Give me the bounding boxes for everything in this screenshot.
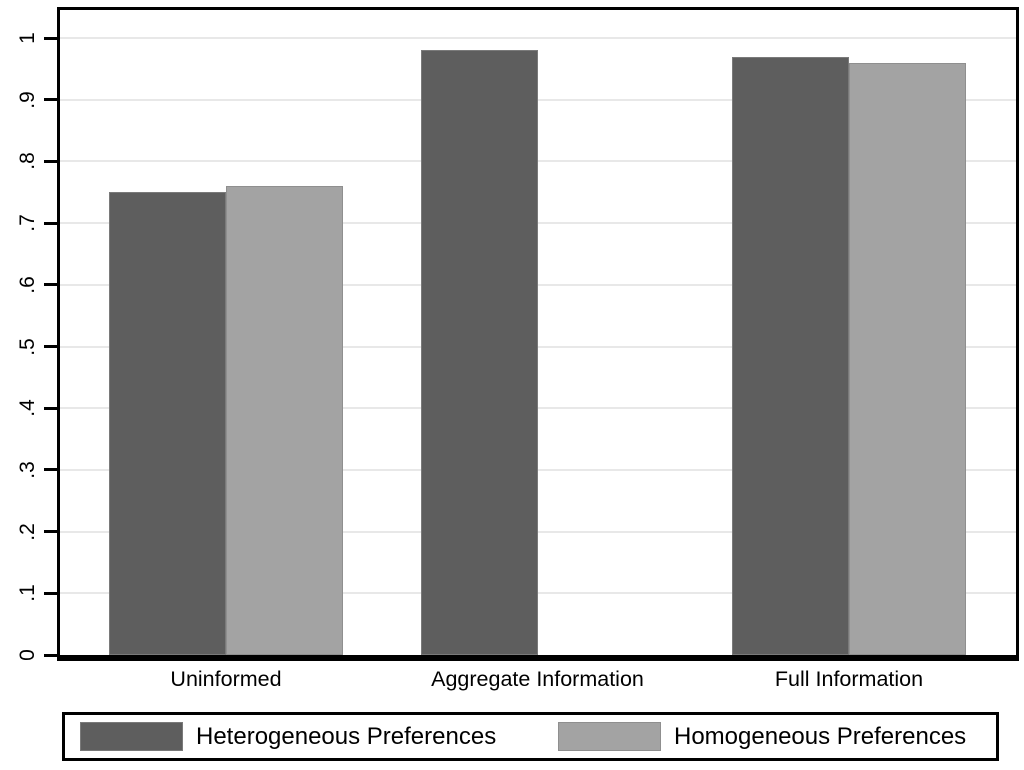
y-axis-tick-label: .6 xyxy=(15,276,39,294)
y-axis-tick xyxy=(44,36,58,40)
gridline xyxy=(60,468,1016,471)
y-axis-tick xyxy=(44,98,58,102)
y-axis-tick xyxy=(44,530,58,534)
bar-homogeneous-preferences-full-information xyxy=(849,63,966,655)
y-axis-tick-label: 0 xyxy=(15,649,39,661)
x-axis-category-label-full-information: Full Information xyxy=(774,667,924,691)
y-axis-tick xyxy=(44,345,58,348)
y-axis-tick xyxy=(44,653,58,657)
y-axis-tick-label: .2 xyxy=(15,522,39,541)
legend-label-heterogeneous-preferences: Heterogeneous Preferences xyxy=(196,722,497,750)
legend-label-homogeneous-preferences: Homogeneous Preferences xyxy=(674,722,967,750)
y-axis-tick-label: .3 xyxy=(15,461,39,479)
y-axis-tick xyxy=(44,221,58,225)
bar-heterogeneous-preferences-uninformed xyxy=(109,192,226,655)
bar-heterogeneous-preferences-full-information xyxy=(732,57,849,655)
x-axis-category-label-aggregate-information: Aggregate Information xyxy=(431,667,644,691)
y-axis-tick xyxy=(44,468,58,472)
y-axis-tick-label: .4 xyxy=(15,399,39,417)
bar-heterogeneous-preferences-aggregate-information xyxy=(420,50,538,655)
gridline xyxy=(60,345,1016,348)
y-axis-tick xyxy=(44,591,58,595)
y-axis-tick xyxy=(44,283,58,287)
bar-homogeneous-preferences-uninformed xyxy=(226,186,343,655)
gridline xyxy=(60,283,1016,286)
gridline xyxy=(60,530,1016,533)
x-axis-category-label-uninformed: Uninformed xyxy=(170,667,282,691)
legend-swatch-heterogeneous-preferences xyxy=(80,722,183,751)
gridline xyxy=(60,222,1016,225)
legend-entry-homogeneous-preferences: Homogeneous Preferences xyxy=(558,715,966,758)
legend-swatch-homogeneous-preferences xyxy=(558,722,661,751)
plot-area xyxy=(57,7,1019,661)
y-axis-tick-label: .8 xyxy=(15,152,39,171)
y-axis-tick-label: .1 xyxy=(15,584,39,603)
gridline xyxy=(60,37,1016,39)
gridline xyxy=(60,98,1016,101)
legend: Heterogeneous Preferences Homogeneous Pre… xyxy=(62,712,999,761)
y-axis-tick-label: 1 xyxy=(15,32,39,44)
gridline xyxy=(60,407,1016,410)
y-axis-tick-label: .5 xyxy=(15,337,39,356)
y-axis-tick-label: .7 xyxy=(15,214,39,232)
legend-entry-heterogeneous-preferences: Heterogeneous Preferences xyxy=(80,715,496,758)
y-axis-tick xyxy=(44,406,58,410)
gridline xyxy=(60,592,1016,595)
gridline xyxy=(60,160,1016,163)
y-axis-tick xyxy=(44,159,58,163)
y-axis-tick-label: .9 xyxy=(15,90,39,109)
